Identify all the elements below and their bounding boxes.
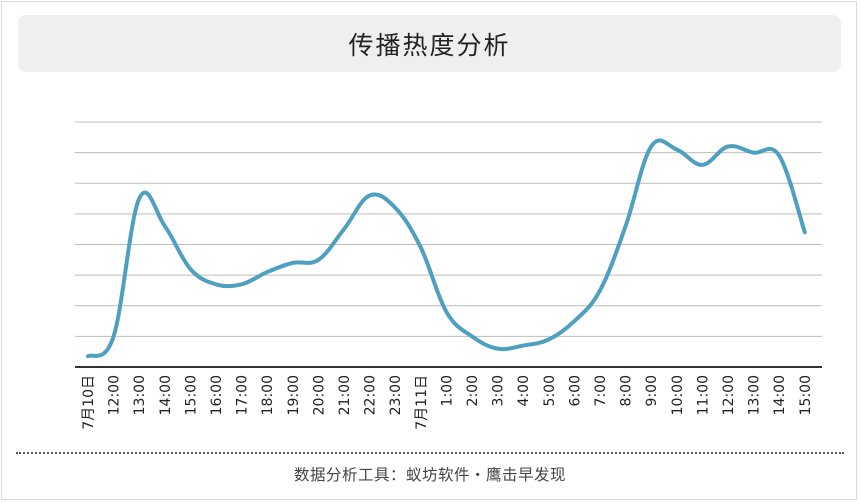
chart-title: 传播热度分析 (18, 15, 841, 72)
x-tick-label: 13:00 (747, 375, 763, 415)
x-tick-label: 11:00 (695, 375, 711, 415)
x-tick-label: 1:00 (439, 375, 455, 406)
x-tick-label: 15:00 (183, 375, 199, 415)
x-tick-label: 21:00 (337, 375, 353, 415)
x-tick-label: 14:00 (158, 375, 174, 415)
x-tick-label: 7月10日 (81, 375, 97, 430)
footer-credit: 数据分析工具：蚁坊软件・鹰击早发现 (293, 466, 566, 484)
x-tick-label: 7:00 (593, 375, 609, 406)
x-tick-label: 20:00 (311, 375, 327, 415)
x-tick-label: 10:00 (670, 375, 686, 415)
x-tick-label: 5:00 (542, 375, 558, 406)
x-tick-label: 15:00 (798, 375, 814, 415)
series-line (86, 138, 807, 359)
grid-lines (75, 121, 822, 337)
x-tick-label: 13:00 (132, 375, 148, 415)
x-tick-label: 8:00 (619, 375, 635, 406)
x-tick-label: 12:00 (107, 375, 123, 415)
x-tick-label: 2:00 (465, 375, 481, 406)
x-tick-label: 16:00 (209, 375, 225, 415)
x-tick-label: 9:00 (644, 375, 660, 406)
x-tick-label: 18:00 (260, 375, 276, 415)
x-tick-label: 4:00 (516, 375, 532, 406)
x-tick-label: 3:00 (491, 375, 507, 406)
x-tick-label: 14:00 (772, 375, 788, 415)
x-tick-label: 19:00 (286, 375, 302, 415)
x-tick-label: 22:00 (363, 375, 379, 415)
x-tick-label: 7月11日 (414, 375, 430, 430)
x-tick-label: 23:00 (388, 375, 404, 415)
x-tick-label: 17:00 (235, 375, 251, 415)
footer-divider (16, 452, 844, 454)
x-tick-labels: 7月10日 12:00 13:00 14:00 15:00 16:00 17:00 18:00… (81, 375, 814, 430)
x-tick-label: 6:00 (567, 375, 583, 406)
x-tick-label: 12:00 (721, 375, 737, 415)
